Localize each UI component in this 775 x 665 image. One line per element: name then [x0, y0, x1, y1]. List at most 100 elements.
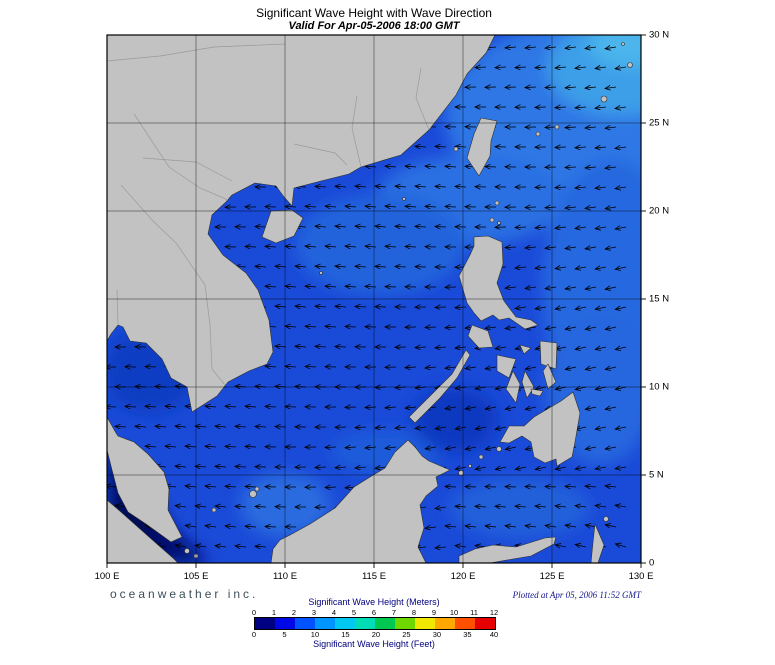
- wave-arrow: [255, 546, 267, 547]
- land-borneo: [270, 439, 451, 563]
- wave-arrow: [585, 447, 597, 449]
- small-island: [453, 146, 459, 152]
- wave-arrow: [265, 406, 277, 407]
- wave-arrow: [555, 267, 567, 269]
- wave-arrow: [485, 526, 497, 527]
- wave-arrow: [285, 286, 297, 287]
- wave-arrow: [295, 266, 307, 267]
- wave-arrow: [265, 286, 277, 287]
- wave-arrow: [545, 47, 557, 48]
- wave-arrow: [165, 406, 177, 407]
- wave-arrow: [575, 467, 587, 469]
- wave-arrow: [285, 366, 297, 367]
- wave-arrow: [535, 467, 547, 469]
- wave-arrow: [565, 127, 577, 128]
- land-malay-peninsula: [107, 416, 183, 543]
- wave-arrow: [615, 544, 627, 547]
- wave-arrow: [415, 186, 427, 187]
- wave-arrow: [595, 347, 607, 349]
- wave-arrow: [605, 367, 617, 369]
- wave-arrow: [465, 407, 477, 409]
- feet-tick-value: 5: [282, 630, 287, 639]
- wave-arrow: [585, 47, 597, 48]
- wave-arrow: [585, 167, 597, 168]
- wave-arrow: [305, 326, 317, 327]
- wave-arrow: [545, 327, 557, 329]
- small-island: [402, 197, 406, 201]
- wave-arrow: [425, 367, 437, 368]
- land-island: [496, 354, 517, 379]
- wave-arrow: [325, 286, 337, 287]
- wave-arrow: [455, 467, 467, 469]
- legend-color-segment: [275, 618, 295, 629]
- wave-arrow: [175, 466, 187, 467]
- wave-arrow: [205, 406, 217, 407]
- wave-arrow: [195, 545, 207, 547]
- wave-arrow: [465, 526, 477, 527]
- lon-tick-label: 105 E: [183, 571, 209, 582]
- small-island: [489, 217, 495, 223]
- land-island: [530, 388, 544, 397]
- wave-arrow: [435, 186, 447, 187]
- small-island: [535, 131, 541, 137]
- wave-arrow: [405, 367, 417, 368]
- wave-arrow: [565, 87, 577, 88]
- wave-arrow: [445, 407, 457, 409]
- wave-arrow: [585, 287, 597, 289]
- wave-arrow: [605, 407, 617, 409]
- feet-tick-value: 10: [310, 630, 320, 639]
- wave-arrow: [605, 207, 617, 209]
- small-island: [621, 42, 625, 46]
- plotted-timestamp: Plotted at Apr 05, 2006 11:52 GMT: [512, 590, 641, 600]
- wave-arrow: [545, 87, 557, 88]
- wave-arrow: [205, 486, 217, 487]
- wave-arrow: [275, 266, 287, 267]
- wave-arrow: [615, 267, 627, 269]
- wave-arrow: [535, 307, 547, 309]
- wave-arrow: [445, 526, 457, 527]
- legend-color-segment: [295, 618, 315, 629]
- wave-arrow: [525, 47, 537, 48]
- wave-arrow: [455, 387, 467, 389]
- wave-arrow: [605, 525, 617, 527]
- wave-arrow: [145, 366, 157, 367]
- wave-arrow: [265, 366, 277, 367]
- wave-arrow: [605, 47, 617, 49]
- wave-arrow: [535, 267, 547, 268]
- meters-tick-value: 2: [291, 608, 297, 617]
- rivers-and-borders: [107, 43, 430, 386]
- wave-arrow: [565, 247, 577, 249]
- wave-arrow: [545, 247, 557, 248]
- wave-arrow: [585, 407, 597, 409]
- wave-arrow: [605, 87, 617, 88]
- wave-arrow: [205, 526, 217, 527]
- wave-arrow: [275, 346, 287, 347]
- land-palawan: [408, 349, 471, 424]
- wave-arrow: [515, 467, 527, 469]
- wave-arrow: [325, 326, 337, 327]
- wave-arrow: [485, 367, 497, 369]
- meters-tick-value: 10: [449, 608, 459, 617]
- wave-arrow: [585, 207, 597, 208]
- wave-arrow: [575, 107, 587, 108]
- wave-arrow: [215, 466, 227, 467]
- wave-arrow: [475, 467, 487, 469]
- small-island: [554, 124, 560, 130]
- wave-arrow: [585, 367, 597, 369]
- wave-arrow: [425, 206, 437, 207]
- wave-arrow: [195, 506, 207, 507]
- wave-arrow: [575, 147, 587, 148]
- small-island: [254, 486, 260, 492]
- wave-arrow: [335, 306, 347, 307]
- wave-arrow: [185, 486, 197, 487]
- wave-arrow: [565, 287, 577, 289]
- wave-arrow: [565, 525, 577, 527]
- legend-colorbar-zone: 0 1 2 3 4 5 6 7 8 9 10 11 12 0 5 10 15 20 25 30 35 40: [252, 608, 498, 639]
- small-island: [319, 271, 323, 275]
- map-border: [106, 34, 642, 564]
- wave-arrow: [605, 447, 617, 449]
- land-halmahera: [590, 523, 605, 563]
- wave-arrow: [515, 67, 527, 68]
- wave-arrow: [535, 506, 547, 507]
- wave-arrow: [505, 327, 517, 329]
